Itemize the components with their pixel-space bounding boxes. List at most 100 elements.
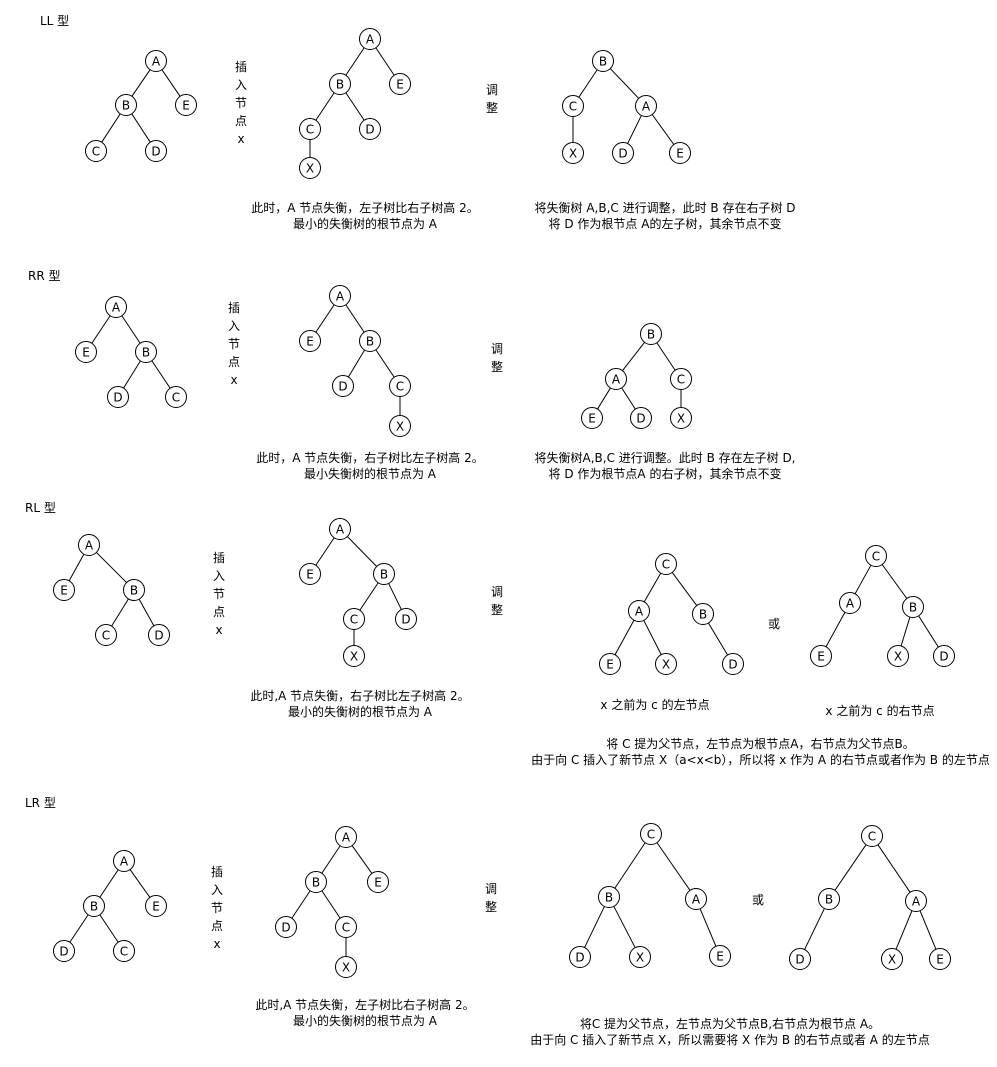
tree-edge bbox=[138, 598, 155, 627]
tree-node-label: C bbox=[172, 391, 180, 405]
tree-edge bbox=[351, 845, 373, 874]
tree-node bbox=[598, 886, 620, 908]
tree-edge bbox=[91, 315, 111, 344]
or-label-lr: 或 bbox=[752, 893, 765, 907]
caption-line: 将 D 作为根节点A 的右子树，其余节点不变 bbox=[548, 467, 782, 481]
tree-edge bbox=[291, 890, 311, 919]
tree-node bbox=[629, 946, 651, 968]
tree-node bbox=[329, 285, 351, 307]
tree-2-2: C A B E X D bbox=[599, 553, 744, 675]
tree-edge bbox=[99, 869, 119, 898]
tree-node bbox=[655, 653, 677, 675]
tree-node-label: E bbox=[306, 568, 314, 582]
tree-node-label: B bbox=[647, 328, 655, 342]
tree-edge bbox=[315, 537, 335, 566]
tree-node-label: B bbox=[909, 601, 917, 615]
tree-1-0: A E B D C bbox=[75, 296, 187, 408]
tree-edge bbox=[597, 387, 611, 410]
insert-char: 节 bbox=[212, 587, 225, 601]
tree-node bbox=[135, 341, 157, 363]
insert-char: 点 bbox=[234, 114, 247, 128]
tree-node-label: E bbox=[817, 650, 825, 664]
tree-edge bbox=[825, 611, 846, 648]
tree-1-2: B A C E D X bbox=[581, 323, 692, 429]
adjust-char: 调 bbox=[490, 585, 503, 599]
tree-node-label: C bbox=[677, 373, 685, 387]
tree-edge bbox=[359, 582, 379, 611]
tree-node bbox=[581, 407, 603, 429]
tree-node-label: D bbox=[281, 921, 290, 935]
caption-line: 此时，A 节点失衡，右子树比左子树高 2。 bbox=[256, 451, 484, 465]
tree-edge bbox=[375, 349, 395, 378]
caption-line: 将 D 作为根节点 A的左子树，其余节点不变 bbox=[548, 217, 782, 231]
tree-node-label: B bbox=[312, 876, 320, 890]
tree-node-label: E bbox=[588, 412, 596, 426]
tree-node bbox=[359, 118, 381, 140]
caption-option1-rl: x 之前为 c 的左节点 bbox=[600, 698, 710, 712]
tree-node-label: E bbox=[716, 950, 724, 964]
tree-node-label: A bbox=[642, 100, 651, 114]
tree-edge bbox=[584, 906, 605, 948]
tree-edge bbox=[621, 387, 636, 410]
tree-node bbox=[53, 940, 75, 962]
tree-edge bbox=[321, 890, 341, 919]
tree-node-label: C bbox=[342, 921, 350, 935]
tree-edge bbox=[919, 910, 937, 950]
tree-edge bbox=[643, 572, 662, 603]
tree-edge bbox=[578, 69, 598, 98]
tree-node-label: C bbox=[569, 100, 577, 114]
insert-char: 节 bbox=[210, 901, 223, 915]
tree-edge bbox=[622, 341, 645, 372]
tree-edge bbox=[151, 360, 171, 389]
caption-middle-ll: 此时，A 节点失衡，左子树比右子树高 2。 最小的失衡树的根节点为 A bbox=[230, 200, 500, 232]
caption-right-rl: 将 C 提为父节点，左节点为根节点A，右节点为父节点B。 由于向 C 插入了新节… bbox=[528, 736, 993, 768]
insert-char: 入 bbox=[227, 319, 240, 333]
tree-node-label: D bbox=[59, 945, 68, 959]
tree-node bbox=[105, 296, 127, 318]
tree-node bbox=[145, 50, 167, 72]
tree-node bbox=[818, 888, 840, 910]
tree-node bbox=[115, 94, 137, 116]
tree-node-label: X bbox=[350, 650, 358, 664]
tree-node-label: X bbox=[677, 412, 685, 426]
tree-node bbox=[709, 945, 731, 967]
tree-node-label: B bbox=[90, 900, 98, 914]
tree-node-label: C bbox=[647, 828, 655, 842]
tree-node bbox=[299, 330, 321, 352]
tree-node-label: E bbox=[182, 99, 190, 113]
tree-node bbox=[335, 826, 357, 848]
tree-node bbox=[299, 118, 321, 140]
tree-3-2: C B A D X E bbox=[569, 823, 731, 968]
tree-node bbox=[148, 624, 170, 646]
tree-edge bbox=[131, 113, 151, 143]
tree-node-label: B bbox=[142, 346, 150, 360]
tree-node-label: A bbox=[612, 373, 621, 387]
tree-node-label: B bbox=[336, 78, 344, 92]
tree-node-label: C bbox=[350, 613, 358, 627]
tree-node-label: A bbox=[336, 290, 345, 304]
adjust-label-rr: 调 整 bbox=[490, 340, 504, 376]
tree-edge bbox=[129, 869, 151, 898]
tree-node-label: B bbox=[699, 608, 707, 622]
tree-edge bbox=[68, 553, 85, 582]
tree-node bbox=[165, 386, 187, 408]
tree-edge bbox=[345, 304, 365, 333]
tree-edge bbox=[656, 342, 676, 371]
caption-line: 将失衡树 A,B,C 进行调整，此时 B 存在右子树 D bbox=[534, 201, 796, 215]
tree-node-label: X bbox=[662, 658, 670, 672]
tree-node bbox=[175, 94, 197, 116]
tree-node bbox=[389, 375, 411, 397]
tree-node-label: D bbox=[338, 380, 347, 394]
tree-node bbox=[389, 415, 411, 437]
caption-line: 由于向 C 插入了新节点 X，所以需要将 X 作为 B 的右节点或者 A 的左节… bbox=[530, 1033, 930, 1047]
tree-node bbox=[685, 888, 707, 910]
tree-node-label: E bbox=[396, 78, 404, 92]
tree-node bbox=[373, 563, 395, 585]
tree-node bbox=[329, 73, 351, 95]
tree-node bbox=[123, 579, 145, 601]
tree-edge bbox=[96, 552, 127, 583]
tree-edge bbox=[804, 908, 825, 950]
tree-node bbox=[335, 916, 357, 938]
tree-edge bbox=[900, 616, 911, 647]
